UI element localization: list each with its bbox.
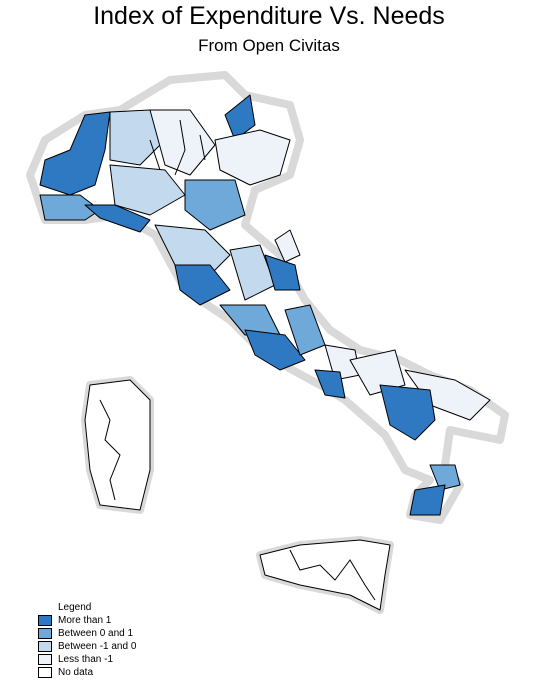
region-toscana-central [174, 264, 231, 306]
region-calabria-north [429, 464, 461, 491]
border-sardinia [99, 399, 121, 501]
legend-item: No data [38, 666, 136, 679]
border-north [149, 119, 206, 176]
region-emilia-east [184, 179, 246, 231]
region-basilicata [379, 384, 436, 441]
region-lazio-south [244, 329, 306, 371]
map-subtitle: From Open Civitas [198, 36, 340, 55]
region-umbria [229, 244, 276, 301]
legend-label: Less than -1 [58, 654, 114, 665]
region-trentino [224, 94, 256, 141]
region-sicily [259, 539, 391, 611]
legend-item: More than 1 [38, 614, 136, 627]
region-calabria-south [409, 484, 446, 516]
legend-swatch-more-than-1 [38, 615, 52, 626]
legend-label: Between -1 and 0 [58, 641, 137, 652]
legend-item: Between -1 and 0 [38, 640, 136, 653]
region-lombardia-west [109, 109, 166, 166]
regions [39, 94, 491, 611]
legend-title: Legend [58, 602, 92, 613]
legend-label: No data [58, 667, 94, 678]
legend-swatch-between-minus-1-and-0 [38, 641, 52, 652]
legend-swatch-less-than-minus-1 [38, 654, 52, 665]
map-title: Index of Expenditure Vs. Needs [93, 2, 445, 30]
region-veneto [214, 129, 291, 186]
region-emilia-west [109, 164, 186, 216]
region-lombardia-east [149, 109, 216, 176]
legend-label: Between 0 and 1 [58, 628, 134, 639]
legend-label: More than 1 [58, 615, 112, 626]
legend-swatch-between-0-and-1 [38, 628, 52, 639]
legend-item: Less than -1 [38, 653, 136, 666]
region-piemonte-south [39, 194, 101, 221]
province-borders [99, 119, 376, 601]
map-legend: Legend More than 1 Between 0 and 1 Betwe… [38, 601, 136, 679]
region-campania-coast [314, 369, 346, 399]
legend-swatch-no-data [38, 667, 52, 678]
legend-item: Between 0 and 1 [38, 627, 136, 640]
region-sardinia [84, 379, 151, 511]
region-liguria [84, 204, 151, 233]
region-marche-south [274, 229, 301, 263]
region-campania-inland [349, 349, 406, 396]
border-sicily [289, 549, 376, 601]
